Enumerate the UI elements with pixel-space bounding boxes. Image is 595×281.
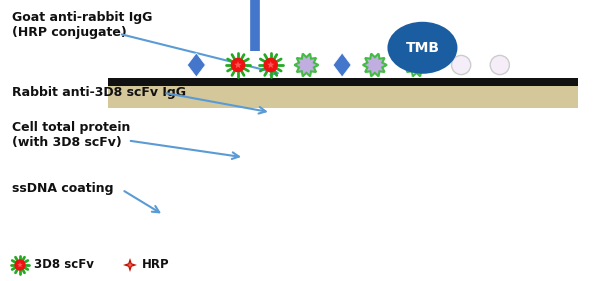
Text: Cell total protein
(with 3D8 scFv): Cell total protein (with 3D8 scFv)	[12, 121, 130, 149]
Polygon shape	[17, 262, 23, 267]
Text: 3D8 scFv: 3D8 scFv	[34, 259, 94, 271]
Text: ssDNA coating: ssDNA coating	[12, 182, 114, 195]
Ellipse shape	[387, 22, 458, 74]
Circle shape	[452, 55, 471, 74]
Polygon shape	[267, 61, 274, 68]
Text: TMB: TMB	[405, 41, 440, 55]
Polygon shape	[363, 54, 387, 76]
Text: HRP: HRP	[142, 259, 170, 271]
Circle shape	[264, 58, 277, 72]
Polygon shape	[405, 54, 428, 76]
Polygon shape	[333, 53, 351, 77]
Polygon shape	[123, 258, 137, 272]
Circle shape	[490, 55, 509, 74]
Text: Rabbit anti-3D8 scFv IgG: Rabbit anti-3D8 scFv IgG	[12, 86, 186, 99]
Bar	[108, 78, 578, 86]
Polygon shape	[295, 54, 318, 76]
Text: Goat anti-rabbit IgG
(HRP conjugate): Goat anti-rabbit IgG (HRP conjugate)	[12, 11, 152, 39]
Polygon shape	[187, 53, 205, 77]
Polygon shape	[234, 61, 242, 68]
Polygon shape	[127, 262, 133, 268]
Circle shape	[15, 260, 25, 270]
Bar	[108, 86, 578, 108]
Circle shape	[231, 58, 245, 72]
